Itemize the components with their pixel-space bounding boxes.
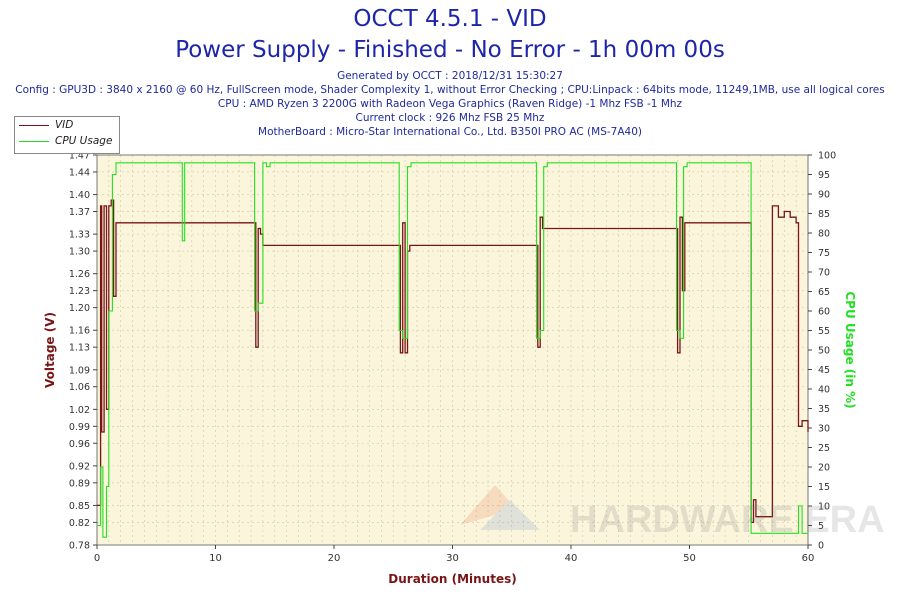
y-right-tick-label: 10 [818, 502, 830, 513]
y-right-tick-label: 100 [818, 151, 836, 162]
legend-swatch-vid [19, 124, 49, 126]
chart-title: OCCT 4.5.1 - VID [353, 6, 547, 32]
y-left-tick-label: 0.96 [69, 439, 90, 450]
y-left-tick-label: 1.37 [69, 207, 90, 218]
y-left-tick-label: 0.78 [69, 541, 90, 552]
y-right-tick-label: 25 [818, 443, 830, 454]
y-right-tick-label: 0 [818, 541, 824, 552]
x-tick-label: 0 [94, 553, 100, 564]
y-right-tick-label: 65 [818, 287, 830, 298]
x-tick-label: 60 [802, 553, 815, 564]
y-left-tick-label: 1.47 [69, 151, 90, 162]
legend-swatch-cpu [19, 140, 49, 142]
y-left-axis-title: Voltage (V) [43, 312, 57, 388]
info-generated: Generated by OCCT : 2018/12/31 15:30:27 [337, 70, 563, 82]
watermark-logo-shape-blue [480, 500, 540, 530]
watermark-text: HARDWARE ERA [570, 499, 885, 541]
y-right-tick-label: 95 [818, 170, 830, 181]
y-left-tick-label: 1.16 [69, 326, 90, 337]
watermark-logo-shape-orange [460, 485, 530, 525]
info-clock: Current clock : 926 Mhz FSB 25 Mhz [355, 112, 545, 124]
y-right-tick-label: 50 [818, 346, 830, 357]
y-right-tick-label: 5 [818, 521, 824, 532]
legend-label-cpu: CPU Usage [55, 135, 113, 147]
y-right-tick-label: 85 [818, 209, 830, 220]
y-left-tick-label: 0.85 [69, 501, 90, 512]
y-left-tick-label: 0.99 [69, 422, 90, 433]
info-config: Config : GPU3D : 3840 x 2160 @ 60 Hz, Fu… [15, 84, 885, 96]
x-tick-label: 10 [209, 553, 222, 564]
y-left-tick-label: 1.09 [69, 365, 90, 376]
y-right-tick-label: 35 [818, 404, 830, 415]
info-motherboard: MotherBoard : Micro-Star International C… [258, 126, 642, 138]
y-left-tick-label: 1.40 [69, 190, 90, 201]
y-left-tick-label: 1.20 [69, 303, 90, 314]
y-left-tick-label: 1.13 [69, 343, 90, 354]
legend-item-vid: VID [19, 119, 73, 133]
x-axis-title: Duration (Minutes) [388, 572, 516, 586]
y-right-tick-label: 90 [818, 190, 830, 201]
y-right-axis-title: CPU Usage (in %) [843, 291, 857, 408]
y-right-tick-label: 30 [818, 424, 830, 435]
y-left-tick-label: 0.92 [69, 461, 90, 472]
y-right-tick-label: 55 [818, 326, 830, 337]
y-right-tick-label: 60 [818, 307, 830, 318]
info-cpu: CPU : AMD Ryzen 3 2200G with Radeon Vega… [217, 98, 683, 110]
y-left-tick-label: 1.44 [69, 167, 90, 178]
x-tick-label: 50 [683, 553, 696, 564]
x-tick-label: 20 [328, 553, 341, 564]
x-tick-label: 40 [565, 553, 578, 564]
watermark-logo: HARDWARE ERA [460, 485, 885, 541]
y-right-tick-label: 75 [818, 248, 830, 259]
y-right-tick-label: 45 [818, 365, 830, 376]
y-left-tick-label: 1.26 [69, 269, 90, 280]
y-left-tick-label: 1.02 [69, 405, 90, 416]
y-right-tick-label: 20 [818, 463, 830, 474]
series-line-cpu [97, 162, 808, 538]
y-right-tick-label: 15 [818, 482, 830, 493]
y-right-tick-label: 80 [818, 229, 830, 240]
y-left-tick-label: 0.82 [69, 518, 90, 529]
y-left-tick-label: 1.06 [69, 382, 90, 393]
y-left-tick-label: 1.33 [69, 230, 90, 241]
chart-subtitle: Power Supply - Finished - No Error - 1h … [175, 37, 725, 63]
y-left-tick-label: 0.89 [69, 478, 90, 489]
chart-legend: VID CPU Usage [14, 116, 120, 154]
y-left-tick-label: 1.30 [69, 247, 90, 258]
y-right-tick-label: 70 [818, 268, 830, 279]
legend-item-cpu: CPU Usage [19, 135, 112, 149]
legend-label-vid: VID [55, 119, 74, 131]
x-tick-label: 30 [446, 553, 459, 564]
y-left-tick-label: 1.23 [69, 286, 90, 297]
y-right-tick-label: 40 [818, 385, 830, 396]
